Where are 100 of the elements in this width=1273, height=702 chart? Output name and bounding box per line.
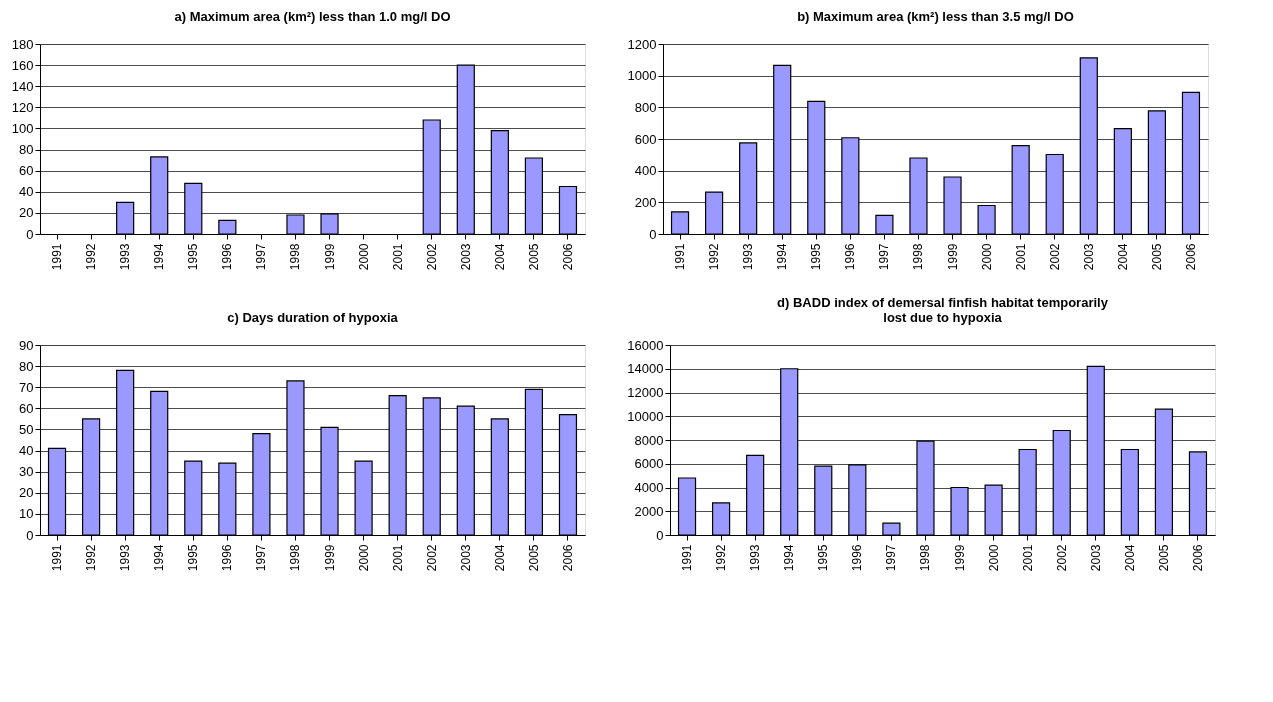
y-tick-label: 16000 [627, 337, 664, 353]
x-tick-label: 2004 [1115, 243, 1130, 271]
y-tick-label: 20 [19, 205, 34, 221]
x-tick-label: 2006 [1183, 243, 1198, 271]
x-tick-label: 2004 [492, 544, 507, 572]
chart-title: c) Days duration of hypoxia [227, 310, 399, 325]
y-tick-label: 100 [11, 120, 34, 136]
y-tick-label: 1200 [627, 36, 657, 52]
y-tick-label: 1000 [627, 68, 657, 84]
x-tick-label: 1992 [84, 243, 99, 271]
x-tick-label: 1991 [680, 544, 695, 572]
x-tick-label: 2004 [492, 243, 507, 271]
chart-title: a) Maximum area (km²) less than 1.0 mg/l DO [174, 9, 451, 24]
y-tick-label: 80 [19, 358, 34, 374]
x-tick-label: 1991 [673, 243, 688, 271]
x-tick-label: 1993 [748, 544, 763, 572]
x-tick-label: 2002 [1047, 243, 1062, 271]
x-tick-label: 1996 [843, 243, 858, 271]
x-tick-label: 2001 [390, 243, 405, 271]
x-tick-label: 2005 [526, 544, 541, 572]
x-tick-label: 1997 [254, 243, 269, 271]
x-tick-label: 1995 [816, 544, 831, 572]
x-tick-label: 2003 [1088, 544, 1103, 572]
x-tick-label: 2005 [1156, 544, 1171, 572]
x-tick-label: 1994 [152, 544, 167, 572]
x-tick-label: 1999 [322, 243, 337, 271]
y-tick-label: 200 [634, 194, 657, 210]
x-tick-label: 2002 [1054, 544, 1069, 572]
x-tick-label: 2000 [356, 243, 371, 271]
x-tick-label: 1995 [186, 243, 201, 271]
x-tick-label: 1996 [220, 243, 235, 271]
x-tick-label: 2002 [424, 243, 439, 271]
y-tick-label: 10 [19, 506, 34, 522]
x-tick-label: 2001 [1013, 243, 1028, 271]
x-tick-label: 1992 [84, 544, 99, 572]
y-tick-label: 140 [11, 78, 34, 94]
y-tick-label: 12000 [627, 385, 664, 400]
x-tick-label: 1997 [877, 243, 892, 271]
y-tick-label: 70 [19, 379, 34, 395]
x-tick-label: 2001 [390, 544, 405, 572]
x-tick-label: 2000 [986, 544, 1001, 572]
y-tick-label: 2000 [634, 503, 664, 519]
y-tick-label: 160 [11, 57, 34, 73]
x-tick-label: 1993 [118, 243, 133, 271]
x-tick-label: 1997 [884, 544, 899, 572]
y-tick-label: 40 [19, 184, 34, 200]
y-tick-label: 90 [19, 337, 34, 353]
x-tick-label: 2002 [424, 544, 439, 572]
x-tick-label: 1994 [152, 243, 167, 271]
x-tick-label: 2003 [458, 243, 473, 271]
y-tick-label: 8000 [634, 432, 664, 448]
x-tick-label: 1994 [782, 544, 797, 572]
y-tick-label: 14000 [627, 361, 664, 377]
y-tick-label: 40 [19, 443, 34, 459]
y-tick-label: 0 [26, 527, 34, 543]
x-tick-label: 1992 [707, 243, 722, 271]
y-tick-label: 180 [11, 36, 34, 52]
x-tick-label: 2001 [1020, 544, 1035, 572]
y-tick-label: 400 [634, 163, 657, 179]
y-tick-label: 0 [649, 226, 657, 242]
y-tick-label: 120 [11, 99, 34, 115]
x-tick-label: 1999 [945, 243, 960, 271]
y-tick-label: 80 [19, 142, 34, 158]
x-tick-label: 2003 [1081, 243, 1096, 271]
x-tick-label: 1991 [50, 544, 65, 572]
x-tick-label: 2005 [1149, 243, 1164, 271]
y-tick-label: 30 [19, 464, 34, 480]
x-tick-label: 2003 [458, 544, 473, 572]
x-tick-label: 2006 [1190, 544, 1205, 572]
x-tick-label: 2006 [560, 243, 575, 271]
x-tick-label: 1998 [288, 243, 303, 271]
y-tick-label: 0 [26, 226, 34, 242]
x-tick-label: 1993 [741, 243, 756, 271]
x-tick-label: 1998 [918, 544, 933, 572]
y-tick-label: 20 [19, 485, 34, 501]
x-tick-label: 2006 [560, 544, 575, 572]
x-tick-label: 1994 [775, 243, 790, 271]
x-tick-label: 1995 [186, 544, 201, 572]
y-tick-label: 10000 [627, 408, 664, 424]
x-tick-label: 1998 [911, 243, 926, 271]
x-tick-label: 1997 [254, 544, 269, 572]
y-tick-label: 0 [656, 527, 664, 543]
x-tick-label: 1996 [220, 544, 235, 572]
y-tick-label: 4000 [634, 480, 664, 495]
x-tick-label: 1998 [288, 544, 303, 572]
chart-title: b) Maximum area (km²) less than 3.5 mg/l DO [797, 9, 1074, 24]
x-tick-label: 1991 [50, 243, 65, 271]
x-tick-label: 1993 [118, 544, 133, 572]
x-tick-label: 1996 [850, 544, 865, 572]
x-tick-label: 2000 [979, 243, 994, 271]
x-tick-label: 1992 [714, 544, 729, 572]
y-tick-label: 600 [634, 131, 657, 147]
x-tick-label: 1999 [322, 544, 337, 572]
y-tick-label: 6000 [634, 456, 664, 472]
x-tick-label: 2000 [356, 544, 371, 572]
x-tick-label: 1999 [952, 544, 967, 572]
y-tick-label: 60 [19, 400, 34, 416]
chart-title: d) BADD index of demersal finfish habitat temporarily lost due to hypoxia [777, 295, 1109, 325]
y-tick-label: 800 [634, 99, 657, 115]
x-tick-label: 2005 [526, 243, 541, 271]
